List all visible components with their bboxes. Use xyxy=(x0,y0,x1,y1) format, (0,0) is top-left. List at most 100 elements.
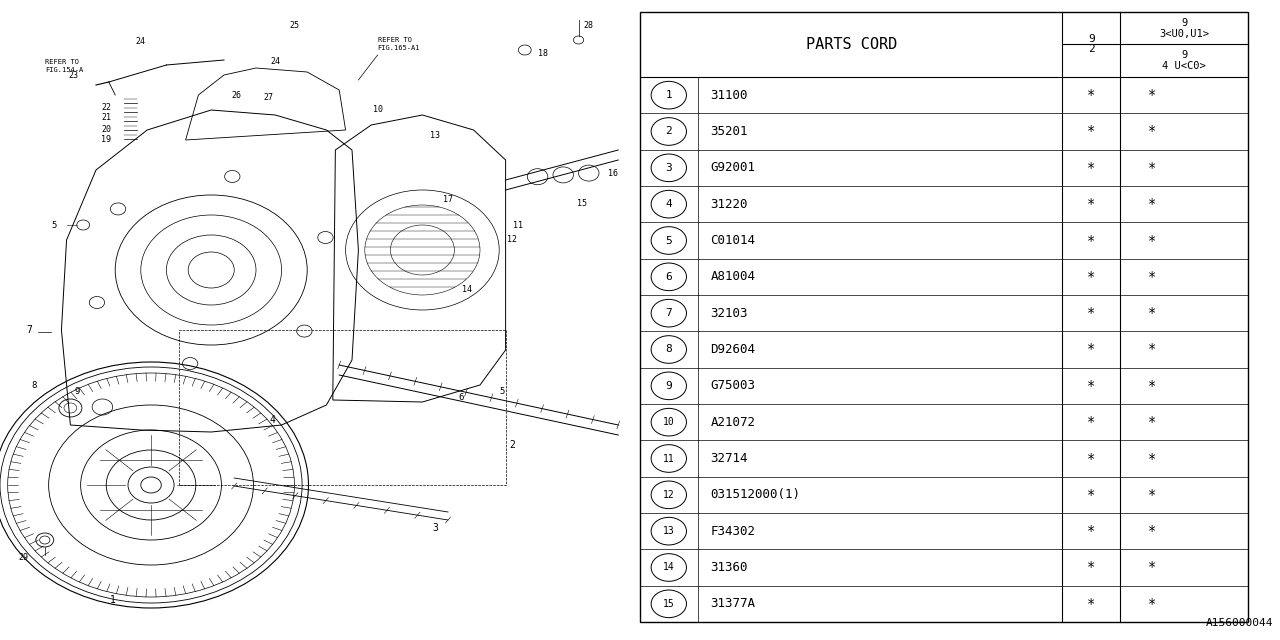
Text: *: * xyxy=(1148,306,1156,320)
Text: 9
4 U<C0>: 9 4 U<C0> xyxy=(1162,51,1206,71)
Text: A21072: A21072 xyxy=(710,415,755,429)
Text: 31360: 31360 xyxy=(710,561,748,574)
Text: *: * xyxy=(1148,197,1156,211)
Text: *: * xyxy=(1148,161,1156,175)
Text: F34302: F34302 xyxy=(710,525,755,538)
Text: FIG.154-A: FIG.154-A xyxy=(45,67,83,73)
Text: *: * xyxy=(1087,125,1096,138)
Text: *: * xyxy=(1087,561,1096,575)
Text: *: * xyxy=(1148,234,1156,248)
Text: *: * xyxy=(1087,488,1096,502)
Text: 9: 9 xyxy=(666,381,672,391)
Text: 14: 14 xyxy=(663,563,675,573)
Text: 22: 22 xyxy=(101,102,111,111)
Text: 14: 14 xyxy=(462,285,472,294)
Text: 28: 28 xyxy=(584,22,594,31)
Text: *: * xyxy=(1148,342,1156,356)
Text: 10: 10 xyxy=(663,417,675,427)
Text: 6: 6 xyxy=(458,394,463,403)
Text: 8: 8 xyxy=(32,381,37,390)
Text: *: * xyxy=(1148,451,1156,465)
Text: 31100: 31100 xyxy=(710,89,748,102)
Text: *: * xyxy=(1087,597,1096,611)
Text: 031512000(1): 031512000(1) xyxy=(710,488,800,501)
Text: 11: 11 xyxy=(663,454,675,463)
Text: 5: 5 xyxy=(499,387,504,397)
Text: 35201: 35201 xyxy=(710,125,748,138)
Text: 9
3<U0,U1>: 9 3<U0,U1> xyxy=(1158,18,1210,38)
Text: 13: 13 xyxy=(663,526,675,536)
Text: 26: 26 xyxy=(232,90,242,99)
Text: 17: 17 xyxy=(443,195,453,205)
Text: *: * xyxy=(1087,306,1096,320)
Text: A156000044: A156000044 xyxy=(1206,618,1274,628)
Text: *: * xyxy=(1087,88,1096,102)
Text: 2: 2 xyxy=(509,440,515,450)
Text: C01014: C01014 xyxy=(710,234,755,247)
Text: 21: 21 xyxy=(101,113,111,122)
Text: 12: 12 xyxy=(507,236,517,244)
Text: 32103: 32103 xyxy=(710,307,748,319)
Text: *: * xyxy=(1148,270,1156,284)
Text: 4: 4 xyxy=(666,199,672,209)
Text: *: * xyxy=(1148,379,1156,393)
Text: 6: 6 xyxy=(666,272,672,282)
Text: *: * xyxy=(1087,197,1096,211)
Text: 3: 3 xyxy=(666,163,672,173)
Text: 5: 5 xyxy=(666,236,672,246)
Text: 16: 16 xyxy=(608,168,618,177)
Text: 24: 24 xyxy=(270,58,280,67)
Text: 8: 8 xyxy=(666,344,672,355)
Text: 10: 10 xyxy=(372,106,383,115)
Text: 19: 19 xyxy=(101,136,111,145)
Text: 1: 1 xyxy=(110,595,115,605)
Text: *: * xyxy=(1087,270,1096,284)
Text: *: * xyxy=(1087,342,1096,356)
Text: 9
2: 9 2 xyxy=(1088,35,1094,54)
Text: *: * xyxy=(1087,451,1096,465)
Text: 12: 12 xyxy=(663,490,675,500)
Text: G75003: G75003 xyxy=(710,380,755,392)
Text: 20: 20 xyxy=(101,125,111,134)
Text: 1: 1 xyxy=(666,90,672,100)
Text: 9: 9 xyxy=(74,387,79,397)
Text: 29: 29 xyxy=(18,554,28,563)
Text: 32714: 32714 xyxy=(710,452,748,465)
Text: *: * xyxy=(1087,234,1096,248)
Text: D92604: D92604 xyxy=(710,343,755,356)
Text: *: * xyxy=(1148,488,1156,502)
Text: 15: 15 xyxy=(663,599,675,609)
Text: 3: 3 xyxy=(433,523,438,533)
Text: A81004: A81004 xyxy=(710,270,755,284)
Text: FIG.165-A1: FIG.165-A1 xyxy=(378,45,420,51)
Text: *: * xyxy=(1148,561,1156,575)
Text: *: * xyxy=(1087,415,1096,429)
Text: 2: 2 xyxy=(666,127,672,136)
Text: *: * xyxy=(1148,597,1156,611)
Text: 18: 18 xyxy=(538,49,548,58)
Text: 11: 11 xyxy=(513,221,524,230)
Text: G92001: G92001 xyxy=(710,161,755,174)
Text: 31377A: 31377A xyxy=(710,597,755,611)
Text: 13: 13 xyxy=(430,131,440,140)
Text: 7: 7 xyxy=(666,308,672,318)
Text: REFER TO: REFER TO xyxy=(45,59,79,65)
Text: 27: 27 xyxy=(264,93,274,102)
Text: 4: 4 xyxy=(270,415,275,425)
Text: REFER TO: REFER TO xyxy=(378,37,412,43)
Text: 5: 5 xyxy=(51,221,56,230)
Text: *: * xyxy=(1087,379,1096,393)
Text: *: * xyxy=(1148,125,1156,138)
Text: 23: 23 xyxy=(68,70,78,79)
Text: *: * xyxy=(1087,524,1096,538)
Text: *: * xyxy=(1087,161,1096,175)
Text: 31220: 31220 xyxy=(710,198,748,211)
Text: 15: 15 xyxy=(577,198,588,207)
Text: 24: 24 xyxy=(136,38,146,47)
Text: *: * xyxy=(1148,88,1156,102)
Text: 7: 7 xyxy=(27,325,32,335)
Text: *: * xyxy=(1148,524,1156,538)
Text: PARTS CORD: PARTS CORD xyxy=(805,37,897,52)
Text: *: * xyxy=(1148,415,1156,429)
Text: 25: 25 xyxy=(289,22,300,31)
